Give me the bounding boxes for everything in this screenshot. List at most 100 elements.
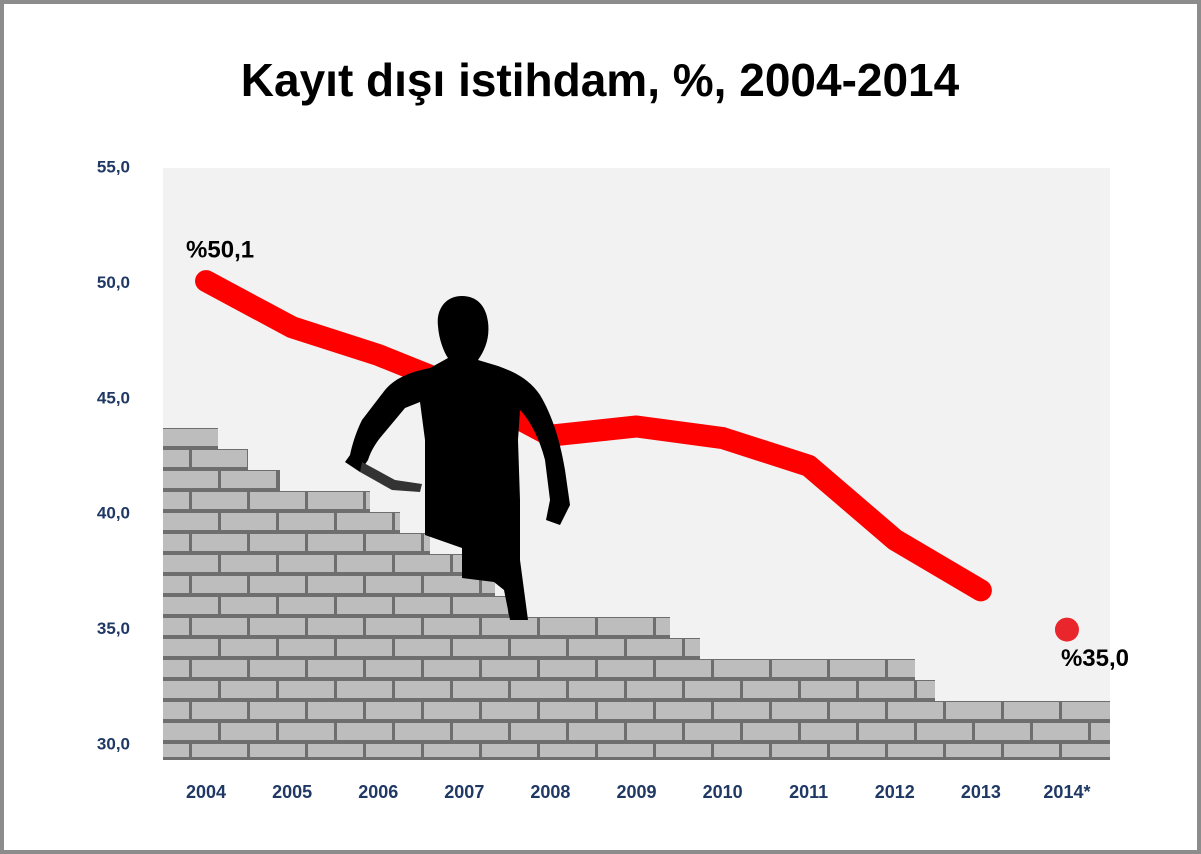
brick: [192, 492, 247, 509]
x-tick-label: 2008: [530, 782, 570, 802]
brick: [279, 681, 334, 698]
brick: [192, 618, 247, 635]
x-tick-label: 2010: [703, 782, 743, 802]
brick: [540, 702, 595, 719]
brick: [221, 639, 276, 656]
brick: [163, 534, 189, 551]
brick: [540, 660, 595, 677]
brick: [163, 618, 189, 635]
brick: [917, 723, 972, 740]
brick: [250, 744, 305, 757]
brick: [366, 576, 421, 593]
brick: [453, 723, 508, 740]
brick: [685, 639, 700, 656]
brick: [424, 660, 479, 677]
brick: [917, 681, 935, 698]
brick: [337, 597, 392, 614]
brick: [395, 723, 450, 740]
brick: [888, 702, 943, 719]
brick: [424, 618, 479, 635]
brick: [366, 618, 421, 635]
brick: [163, 450, 189, 467]
brick: [395, 639, 450, 656]
x-tick-label: 2004: [186, 782, 226, 802]
brick: [1091, 723, 1110, 740]
brick: [308, 492, 363, 509]
brick: [801, 681, 856, 698]
brick: [163, 744, 189, 757]
brick: [830, 660, 885, 677]
brick: [656, 618, 670, 635]
x-tick-label: 2014*: [1043, 782, 1090, 802]
x-tick-label: 2011: [789, 782, 828, 802]
brick: [656, 744, 711, 757]
brick: [221, 555, 276, 572]
brick: [569, 723, 624, 740]
brick: [540, 618, 595, 635]
brick: [337, 555, 392, 572]
brick: [192, 534, 247, 551]
brick: [424, 744, 479, 757]
brick: [1004, 744, 1059, 757]
brick: [308, 576, 363, 593]
x-tick-label: 2013: [961, 782, 1001, 802]
brick: [598, 702, 653, 719]
brick: [279, 723, 334, 740]
brick: [366, 492, 370, 509]
brick: [250, 660, 305, 677]
x-tick-label: 2006: [358, 782, 398, 802]
y-tick-label: 50,0: [97, 273, 130, 292]
brick: [453, 681, 508, 698]
brick: [163, 555, 218, 572]
brick: [685, 681, 740, 698]
brick: [279, 513, 334, 530]
brick: [163, 723, 218, 740]
brick: [366, 702, 421, 719]
brick: [366, 744, 421, 757]
brick: [192, 702, 247, 719]
brick: [308, 660, 363, 677]
brick: [221, 513, 276, 530]
brick: [221, 597, 276, 614]
brick: [279, 597, 334, 614]
brick: [743, 723, 798, 740]
brick: [975, 723, 1030, 740]
brick: [250, 576, 305, 593]
brick: [656, 702, 711, 719]
brick: [163, 597, 218, 614]
brick: [830, 702, 885, 719]
value-label: %35,0: [1061, 645, 1129, 672]
brick: [598, 660, 653, 677]
y-tick-label: 40,0: [97, 504, 130, 523]
brick: [743, 681, 798, 698]
brick: [453, 597, 508, 614]
brick: [888, 660, 915, 677]
x-tick-label: 2007: [444, 782, 484, 802]
brick: [192, 576, 247, 593]
brick: [250, 492, 305, 509]
brick: [192, 744, 247, 757]
brick: [163, 639, 218, 656]
brick: [424, 534, 430, 551]
brick: [511, 681, 566, 698]
brick: [163, 660, 189, 677]
chart-title: Kayıt dışı istihdam, %, 2004-2014: [241, 54, 960, 106]
brick: [221, 471, 276, 488]
brick: [772, 660, 827, 677]
brick: [946, 744, 1001, 757]
brick: [395, 681, 450, 698]
brick: [627, 723, 682, 740]
x-tick-label: 2012: [875, 782, 915, 802]
brick: [482, 702, 537, 719]
brick: [946, 702, 1001, 719]
brick: [453, 639, 508, 656]
brick: [163, 429, 218, 446]
brick: [627, 681, 682, 698]
brick: [163, 471, 218, 488]
brick: [308, 534, 363, 551]
y-tick-label: 30,0: [97, 734, 130, 753]
brick: [1062, 744, 1110, 757]
brick: [395, 555, 450, 572]
brick: [337, 681, 392, 698]
brick: [569, 639, 624, 656]
